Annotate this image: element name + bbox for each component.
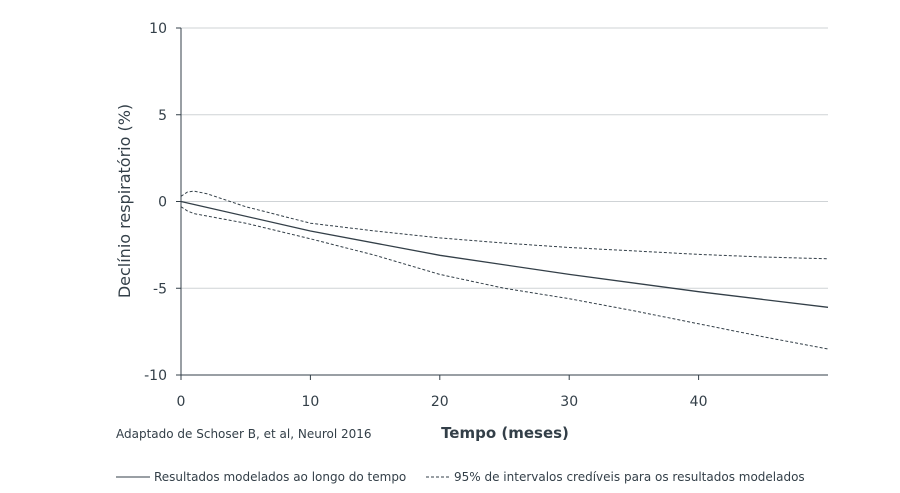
y-tick-label: 10	[149, 21, 167, 37]
source-note: Adaptado de Schoser B, et al, Neurol 201…	[116, 427, 372, 441]
legend-label-credible-intervals: 95% de intervalos credíveis para os resu…	[454, 470, 805, 484]
gridlines	[181, 27, 828, 289]
x-ticks: 0 10 20 30 40	[177, 375, 708, 410]
y-tick-label: 5	[158, 108, 167, 124]
credible-interval-line-1	[180, 190, 829, 260]
legend-label-modeled: Resultados modelados ao longo do tempo	[154, 470, 406, 484]
y-tick-label: -5	[153, 281, 167, 297]
legend: Resultados modelados ao longo do tempo 9…	[116, 470, 805, 484]
y-axis-title: Declínio respiratório (%)	[115, 104, 134, 298]
y-tick-label: 0	[158, 195, 167, 211]
x-axis-title: Tempo (meses)	[441, 424, 569, 442]
y-tick-label: -10	[144, 368, 167, 384]
x-tick-label: 40	[690, 394, 708, 410]
x-tick-label: 20	[431, 394, 449, 410]
x-tick-label: 30	[560, 394, 578, 410]
x-tick-label: 0	[177, 394, 186, 410]
modeled-line	[180, 200, 829, 308]
credible-interval-line-2	[180, 206, 829, 350]
y-ticks: 10 5 0 -5 -10	[144, 21, 181, 384]
series-lines	[180, 190, 829, 350]
x-tick-label: 10	[301, 394, 319, 410]
